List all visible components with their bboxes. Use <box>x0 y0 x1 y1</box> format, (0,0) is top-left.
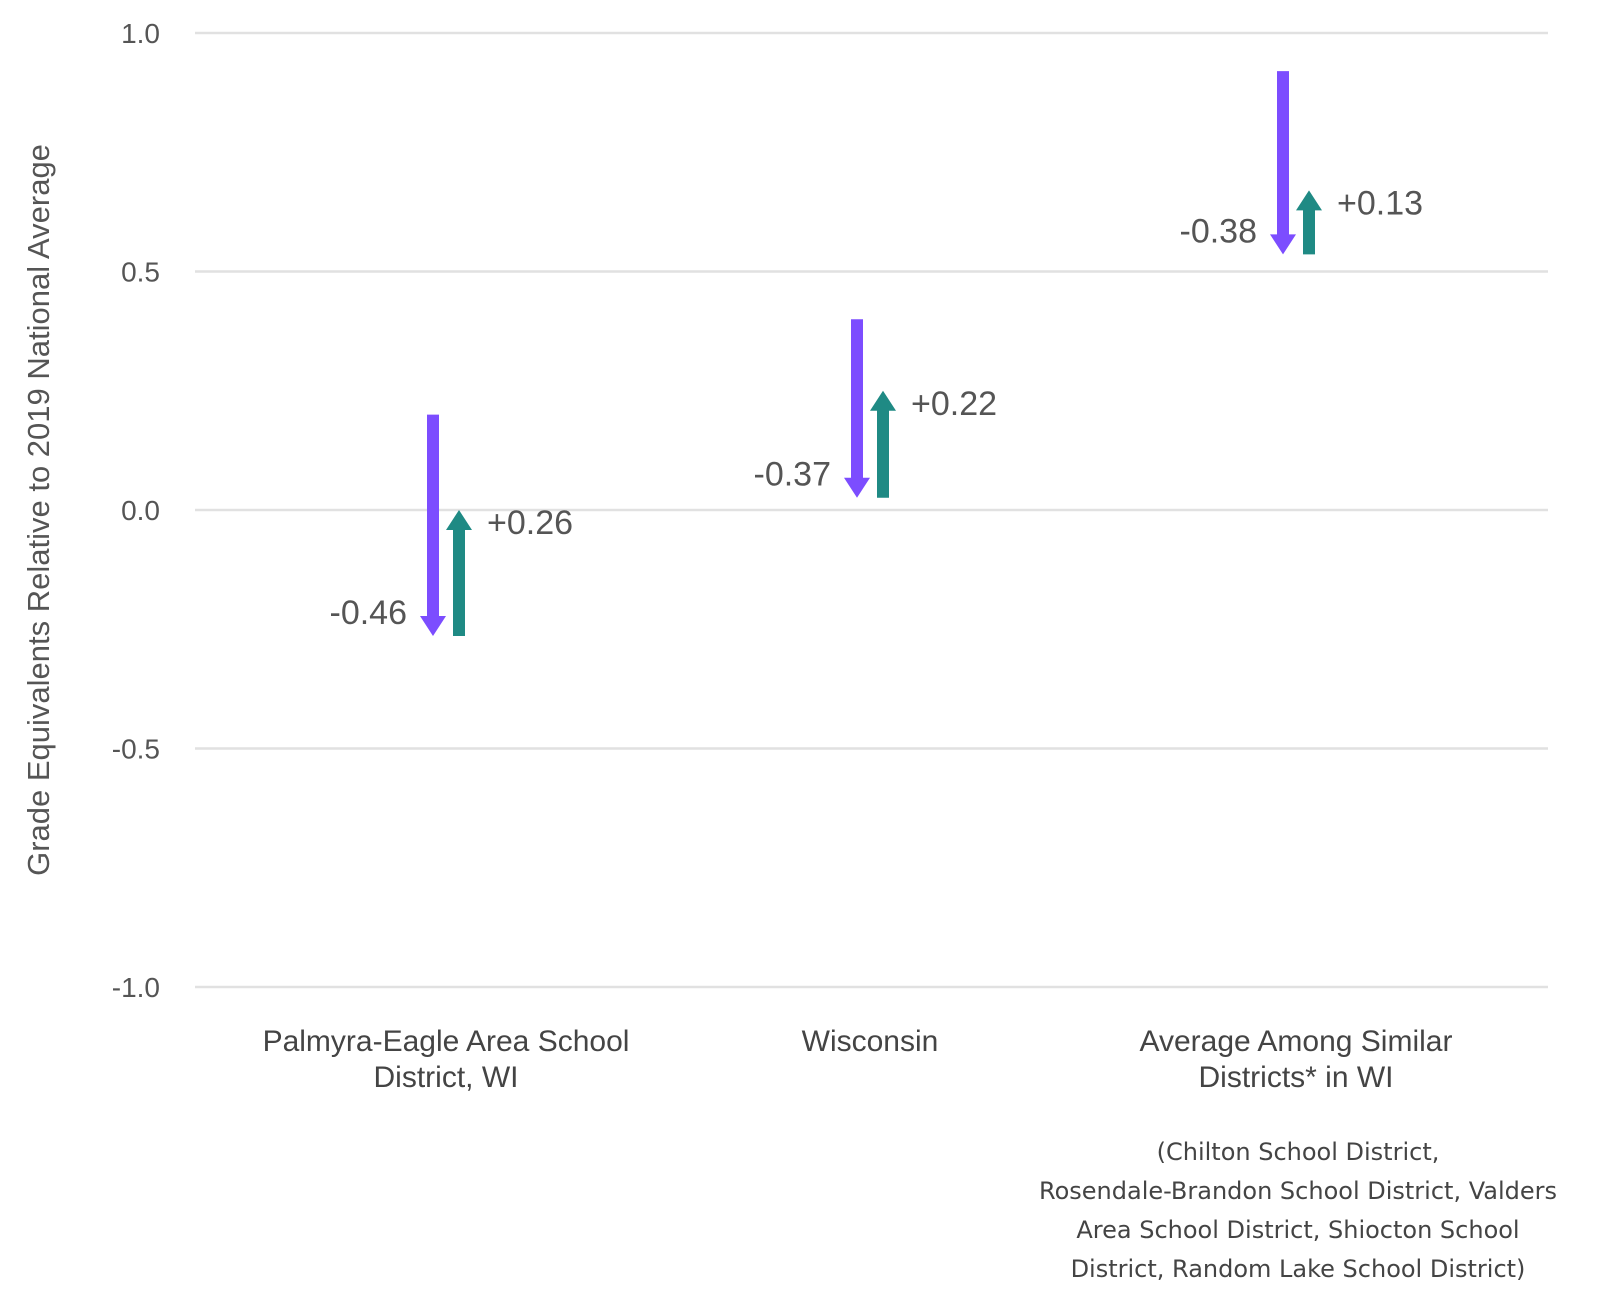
recovery-arrow <box>1296 190 1322 255</box>
category-label: Districts* in WI <box>1199 1061 1394 1094</box>
y-tick-label: 1.0 <box>121 18 160 49</box>
decline-arrow <box>844 319 870 498</box>
recovery-value-label: +0.26 <box>487 504 573 542</box>
recovery-arrow <box>870 390 896 498</box>
category-note: Rosendale-Brandon School District, Valde… <box>1039 1177 1557 1205</box>
y-tick-label: -1.0 <box>112 972 160 1003</box>
category-label: Palmyra-Eagle Area School <box>263 1025 630 1058</box>
arrows: -0.46 +0.26 -0.37 +0.22 -0.38 +0.13 <box>330 71 1423 637</box>
y-tick-label: 0.5 <box>121 257 160 288</box>
category-label: Wisconsin <box>802 1025 939 1058</box>
category-label: District, WI <box>374 1061 519 1094</box>
gridlines <box>195 31 1548 989</box>
y-axis-title: Grade Equivalents Relative to 2019 Natio… <box>21 144 56 876</box>
decline-value-label: -0.46 <box>330 594 408 632</box>
decline-arrow <box>420 414 446 637</box>
recovery-value-label: +0.13 <box>1337 184 1423 222</box>
category-label: Average Among Similar <box>1140 1025 1453 1058</box>
recovery-arrow <box>446 510 472 637</box>
decline-arrow <box>1270 71 1296 255</box>
y-axis-ticks: 1.0 0.5 0.0 -0.5 -1.0 <box>112 18 160 1003</box>
decline-value-label: -0.37 <box>754 456 832 494</box>
category-note: Area School District, Shiocton School <box>1076 1216 1519 1244</box>
recovery-value-label: +0.22 <box>911 385 997 423</box>
category-note: District, Random Lake School District) <box>1071 1255 1526 1283</box>
decline-value-label: -0.38 <box>1180 212 1258 250</box>
y-tick-label: 0.0 <box>121 495 160 526</box>
category-note: (Chilton School District, <box>1157 1138 1440 1166</box>
y-tick-label: -0.5 <box>112 734 160 765</box>
